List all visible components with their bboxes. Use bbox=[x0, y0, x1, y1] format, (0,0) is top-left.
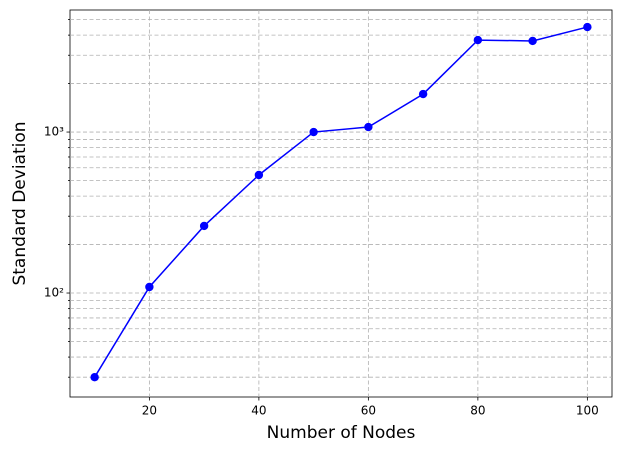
data-point bbox=[418, 89, 428, 99]
data-point bbox=[309, 127, 318, 137]
data-point bbox=[473, 35, 483, 45]
x-tick-label: 60 bbox=[361, 404, 376, 418]
x-tick-label: 20 bbox=[142, 404, 157, 418]
x-tick-label: 40 bbox=[251, 404, 266, 418]
data-point bbox=[583, 22, 592, 32]
plot-frame bbox=[69, 9, 613, 398]
data-point bbox=[254, 170, 264, 180]
data-point bbox=[199, 221, 209, 231]
y-axis-label: Standard Deviation bbox=[10, 121, 30, 285]
x-axis-label: Number of Nodes bbox=[267, 423, 416, 443]
data-point bbox=[145, 282, 154, 292]
data-point bbox=[90, 372, 99, 382]
data-point bbox=[528, 36, 537, 46]
x-tick-label: 100 bbox=[576, 404, 599, 418]
x-tick-label: 80 bbox=[470, 404, 485, 418]
y-tick-label: 10² bbox=[44, 286, 64, 300]
y-tick-label: 10³ bbox=[44, 125, 64, 139]
data-line bbox=[93, 26, 588, 378]
data-point bbox=[364, 122, 373, 132]
